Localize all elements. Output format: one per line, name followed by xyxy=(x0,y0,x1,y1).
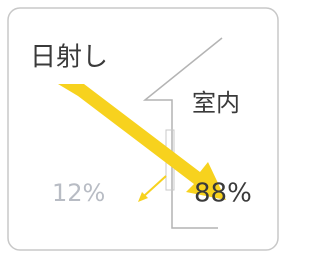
diagram: 日射し 室内 12% 88% xyxy=(0,0,288,260)
reflected-label: 12% xyxy=(52,179,105,207)
indoor-label: 室内 xyxy=(192,89,240,117)
sunlight-label: 日射し xyxy=(30,43,108,73)
transmitted-label: 88% xyxy=(194,179,252,209)
